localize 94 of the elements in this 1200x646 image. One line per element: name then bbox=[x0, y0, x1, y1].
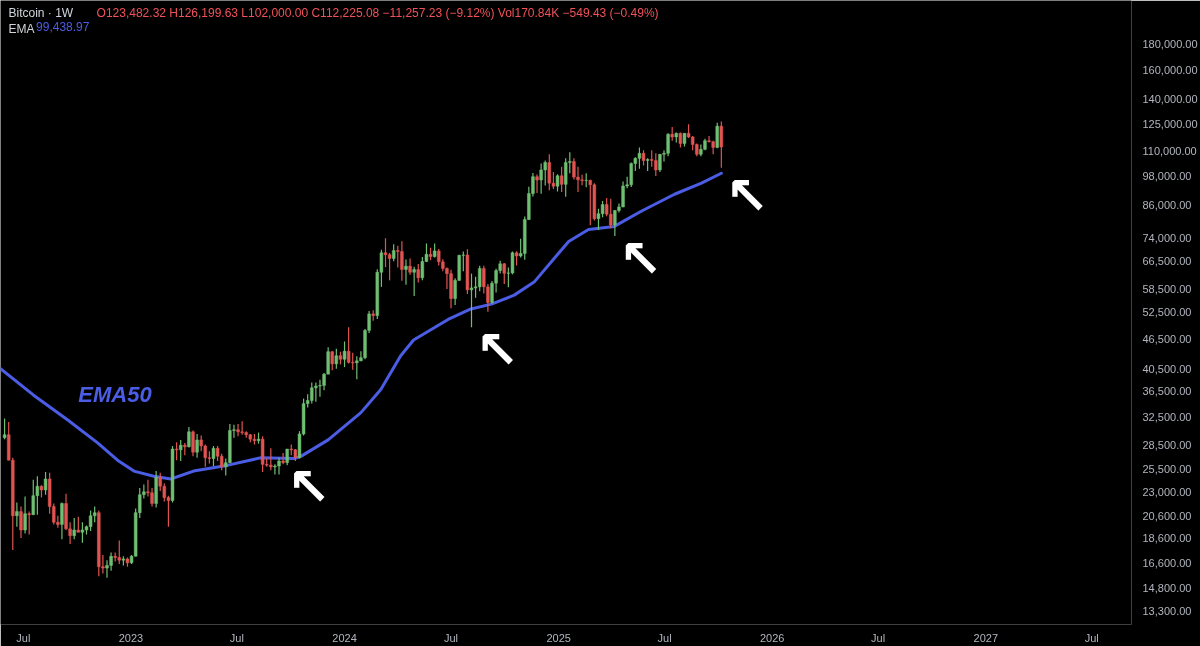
candlestick bbox=[27, 511, 31, 536]
text: O123,482.32 H126,199.63 L102,000.00 C112,225.08 −11,257.23 (−9.12%) Vol170.84K −549.43 (−0.49%) bbox=[96, 5, 659, 20]
candlestick bbox=[43, 471, 48, 496]
candlestick bbox=[355, 355, 359, 380]
candlestick bbox=[330, 350, 334, 371]
candlestick bbox=[719, 120, 724, 169]
y-tick-label: 98,000.00 bbox=[1142, 170, 1192, 183]
candlestick bbox=[715, 122, 719, 149]
y-tick-label: 25,500.00 bbox=[1142, 463, 1192, 476]
y-tick-label: 110,000.00 bbox=[1142, 145, 1197, 158]
y-tick-label: 58,500.00 bbox=[1142, 282, 1192, 295]
x-tick-label: Jul bbox=[444, 631, 459, 644]
candlestick bbox=[23, 496, 27, 534]
x-tick-label: 2023 bbox=[118, 631, 144, 644]
candlestick bbox=[281, 452, 285, 465]
y-tick-label: 125,000.00 bbox=[1142, 117, 1198, 130]
candlestick bbox=[72, 517, 76, 540]
candlestick bbox=[277, 457, 281, 476]
y-tick-label: 66,500.00 bbox=[1142, 254, 1192, 267]
candlestick bbox=[400, 240, 404, 282]
y-tick-label: 32,500.00 bbox=[1142, 410, 1192, 423]
candlestick bbox=[416, 263, 420, 284]
x-tick-label: 2024 bbox=[332, 631, 357, 644]
candlestick bbox=[535, 173, 539, 194]
candlestick bbox=[502, 262, 506, 285]
candlestick bbox=[469, 273, 474, 328]
candlestick bbox=[211, 445, 216, 467]
y-tick-label: 20,600.00 bbox=[1142, 509, 1192, 522]
annotation: ↖ bbox=[475, 320, 520, 381]
x-tick-label: 2027 bbox=[973, 631, 999, 644]
annotation: ↖ bbox=[618, 229, 663, 290]
candlestick bbox=[179, 439, 183, 462]
candlestick bbox=[31, 479, 35, 516]
candlestick bbox=[478, 265, 482, 292]
candlestick bbox=[420, 256, 425, 281]
y-tick-label: 46,500.00 bbox=[1142, 332, 1192, 345]
y-tick-label: 28,500.00 bbox=[1142, 439, 1192, 452]
y-tick-label: 180,000.00 bbox=[1142, 38, 1198, 51]
candlestick bbox=[334, 348, 339, 370]
candlestick bbox=[637, 146, 642, 170]
candlestick bbox=[588, 179, 592, 226]
x-tick-label: Jul bbox=[871, 631, 886, 644]
candlestick bbox=[314, 381, 318, 403]
candlestick bbox=[88, 509, 93, 532]
annotation: 99,438.97 bbox=[36, 19, 90, 34]
candlestick bbox=[654, 152, 658, 177]
candlestick bbox=[195, 433, 199, 459]
candlestick bbox=[666, 132, 670, 157]
y-tick-label: 52,500.00 bbox=[1142, 306, 1192, 319]
y-tick-label: 40,500.00 bbox=[1142, 362, 1192, 375]
candlestick bbox=[387, 252, 392, 281]
candlestick bbox=[60, 501, 64, 540]
candlestick bbox=[236, 423, 240, 437]
annotation: ↖ bbox=[725, 166, 769, 227]
candlestick bbox=[609, 198, 613, 229]
annotation: ↖ bbox=[287, 457, 331, 518]
candlestick bbox=[310, 381, 314, 405]
candlestick bbox=[117, 539, 121, 565]
y-tick-label: 140,000.00 bbox=[1142, 92, 1198, 105]
candlestick bbox=[629, 161, 633, 188]
candlestick bbox=[19, 505, 23, 539]
candlestick bbox=[707, 135, 711, 144]
annotation: EMA50 bbox=[78, 382, 153, 408]
y-tick-label: 160,000.00 bbox=[1142, 63, 1198, 76]
x-tick-label: Jul bbox=[16, 631, 31, 644]
candlestick bbox=[269, 447, 273, 471]
candlestick bbox=[35, 475, 40, 516]
x-tick-label: 2025 bbox=[546, 631, 571, 644]
y-tick-label: 13,300.00 bbox=[1142, 605, 1192, 617]
x-tick-label: Jul bbox=[1084, 631, 1099, 644]
y-tick-label: 36,500.00 bbox=[1142, 385, 1192, 398]
y-tick-label: 18,600.00 bbox=[1142, 532, 1192, 545]
candlestick bbox=[80, 521, 85, 544]
candlestick bbox=[191, 429, 195, 457]
y-tick-label: 86,000.00 bbox=[1142, 198, 1192, 211]
y-tick-label: 14,800.00 bbox=[1142, 581, 1192, 594]
y-tick-label: 16,600.00 bbox=[1142, 556, 1192, 569]
x-tick-label: 2026 bbox=[760, 631, 785, 644]
text: Bitcoin · 1W bbox=[8, 5, 74, 20]
y-tick-label: 23,000.00 bbox=[1142, 485, 1192, 498]
y-tick-label: 74,000.00 bbox=[1142, 231, 1192, 244]
candlestick bbox=[240, 420, 244, 436]
x-tick-label: Jul bbox=[657, 631, 672, 644]
candlestick bbox=[2, 418, 7, 440]
candlestick bbox=[559, 166, 564, 193]
candlestick bbox=[412, 266, 416, 297]
text: EMA bbox=[8, 21, 35, 36]
candlestick bbox=[15, 501, 19, 528]
x-tick-label: Jul bbox=[229, 631, 244, 644]
candlestick bbox=[174, 441, 179, 461]
candlestick bbox=[342, 340, 347, 368]
candlestick bbox=[273, 463, 277, 476]
candlestick bbox=[539, 162, 543, 195]
candlestick bbox=[404, 258, 408, 286]
